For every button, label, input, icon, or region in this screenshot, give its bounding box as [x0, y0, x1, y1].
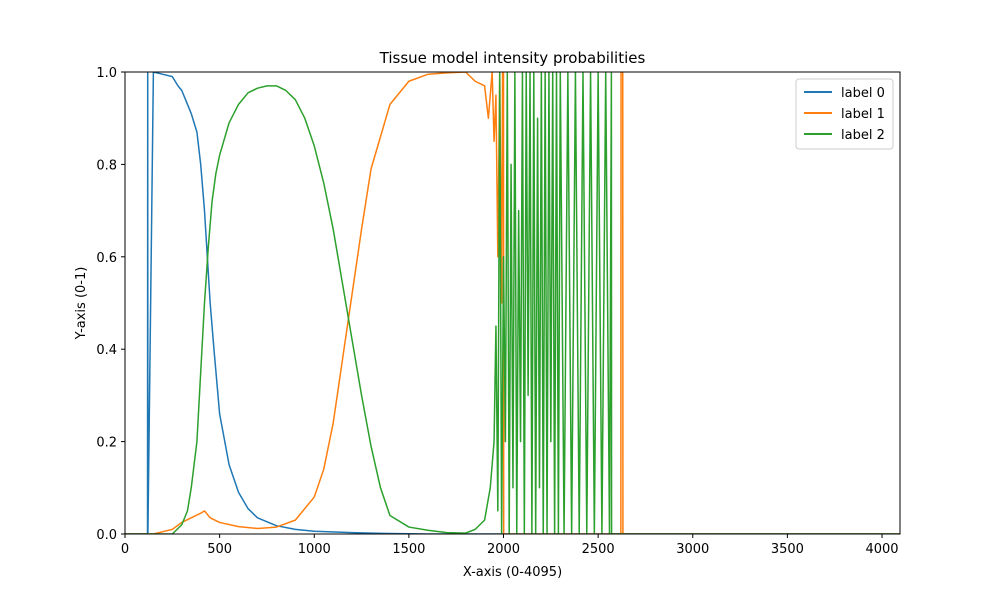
x-tick-label: 3500: [771, 542, 804, 557]
y-tick-label: 0.6: [96, 251, 117, 266]
x-tick-label: 4000: [865, 542, 898, 557]
legend-box: [795, 78, 894, 150]
y-tick-label: 0.2: [96, 436, 117, 451]
y-tick-label: 0.4: [96, 343, 117, 358]
chart-title: Tissue model intensity probabilities: [379, 49, 646, 67]
legend-label-label-2: label 2: [841, 128, 885, 143]
legend-label-label-1: label 1: [841, 107, 885, 122]
x-tick-label: 1500: [392, 542, 425, 557]
y-axis-label: Y-axis (0-1): [74, 267, 89, 341]
x-tick-label: 2000: [487, 542, 520, 557]
series-line-label-2: [125, 72, 900, 534]
legend-label-label-0: label 0: [841, 86, 885, 101]
legend: label 0 label 1 label 2: [795, 78, 894, 150]
series-line-label-1: [125, 72, 900, 534]
y-tick-label: 0.8: [96, 158, 117, 173]
axes-frame: [124, 71, 901, 535]
y-tick-label: 0.0: [96, 528, 117, 543]
y-tick-label: 1.0: [96, 66, 117, 81]
y-ticks: 0.0 0.2 0.4 0.6 0.8 1.0: [96, 66, 125, 543]
x-tick-label: 1000: [298, 542, 331, 557]
x-ticks: 0 500 1000 1500 2000 2500 3000 3500 4000: [121, 534, 899, 557]
x-tick-label: 0: [121, 542, 129, 557]
x-tick-label: 2500: [582, 542, 615, 557]
x-axis-label: X-axis (0-4095): [463, 565, 562, 580]
x-tick-label: 500: [207, 542, 232, 557]
x-tick-label: 3000: [676, 542, 709, 557]
